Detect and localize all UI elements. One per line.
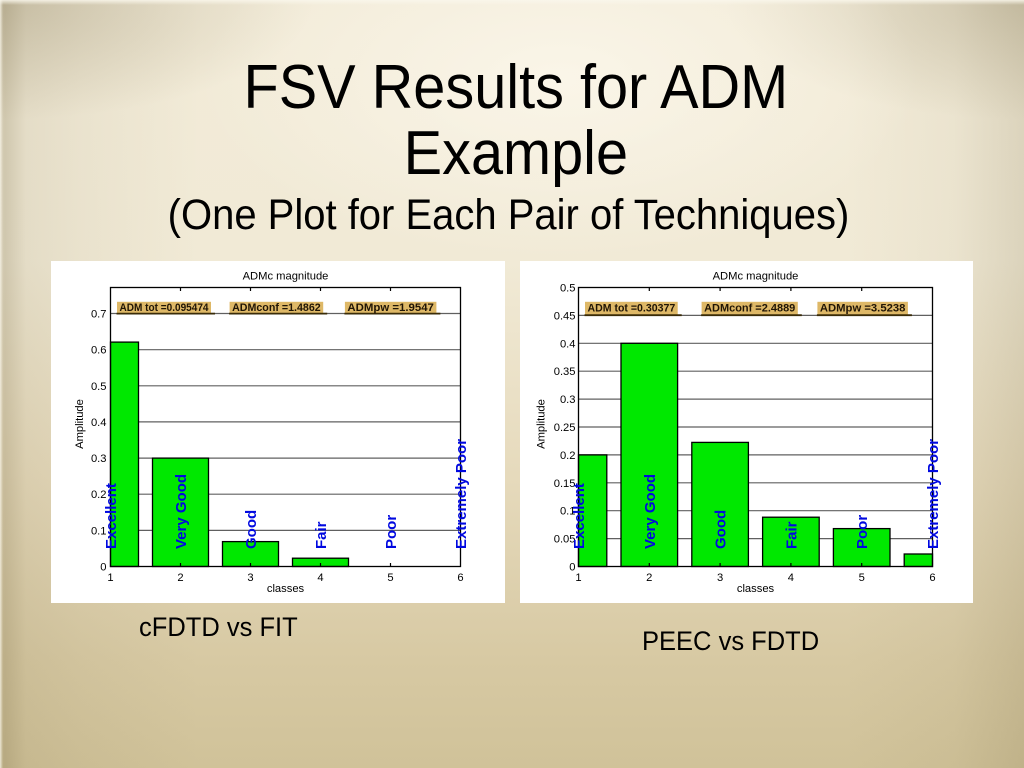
svg-text:0.45: 0.45 xyxy=(554,310,576,322)
svg-text:0.1: 0.1 xyxy=(91,525,107,537)
svg-text:Extremely Poor: Extremely Poor xyxy=(925,439,942,549)
svg-text:6: 6 xyxy=(457,572,463,584)
svg-text:Good: Good xyxy=(713,510,730,549)
svg-text:2: 2 xyxy=(177,572,183,584)
svg-text:0.5: 0.5 xyxy=(91,381,107,393)
svg-text:1: 1 xyxy=(107,572,113,584)
svg-text:1: 1 xyxy=(575,572,581,584)
svg-text:classes: classes xyxy=(267,583,305,595)
svg-text:Very Good: Very Good xyxy=(642,474,659,549)
svg-text:Amplitude: Amplitude xyxy=(536,399,548,449)
svg-text:0.6: 0.6 xyxy=(91,345,107,357)
svg-text:ADM tot =0.30377: ADM tot =0.30377 xyxy=(588,303,676,315)
svg-text:4: 4 xyxy=(788,572,794,584)
svg-text:Extremely Poor: Extremely Poor xyxy=(453,439,470,549)
svg-text:Fair: Fair xyxy=(783,521,800,549)
svg-text:ADMpw =3.5238: ADMpw =3.5238 xyxy=(820,303,906,315)
svg-text:0.25: 0.25 xyxy=(554,422,576,434)
svg-text:0: 0 xyxy=(569,562,575,574)
svg-text:Excellent: Excellent xyxy=(571,483,588,549)
svg-text:Good: Good xyxy=(243,510,260,549)
svg-text:0.5: 0.5 xyxy=(560,283,576,295)
svg-text:0: 0 xyxy=(100,562,106,574)
svg-text:ADMpw =1.9547: ADMpw =1.9547 xyxy=(347,302,434,314)
svg-text:3: 3 xyxy=(717,572,723,584)
svg-text:3: 3 xyxy=(247,572,253,584)
svg-text:5: 5 xyxy=(387,572,393,584)
svg-text:classes: classes xyxy=(737,583,775,595)
svg-text:0.35: 0.35 xyxy=(554,366,576,378)
svg-text:Excellent: Excellent xyxy=(103,483,120,549)
svg-text:0.1: 0.1 xyxy=(560,506,576,518)
svg-text:Poor: Poor xyxy=(383,515,400,549)
svg-text:0.4: 0.4 xyxy=(91,417,107,429)
svg-text:Poor: Poor xyxy=(854,515,871,549)
svg-text:0.7: 0.7 xyxy=(91,309,107,321)
svg-text:0.4: 0.4 xyxy=(560,338,576,350)
svg-text:ADMc magnitude: ADMc magnitude xyxy=(243,271,329,283)
svg-text:0.2: 0.2 xyxy=(91,489,107,501)
svg-text:Very Good: Very Good xyxy=(173,474,190,549)
svg-text:0.3: 0.3 xyxy=(91,453,107,465)
svg-text:4: 4 xyxy=(317,572,323,584)
svg-text:Amplitude: Amplitude xyxy=(74,399,86,449)
svg-text:ADMconf =1.4862: ADMconf =1.4862 xyxy=(232,302,321,314)
svg-text:5: 5 xyxy=(859,572,865,584)
svg-text:ADM tot =0.095474: ADM tot =0.095474 xyxy=(120,302,210,314)
svg-text:Fair: Fair xyxy=(313,521,330,549)
svg-text:0.2: 0.2 xyxy=(560,450,576,462)
svg-text:6: 6 xyxy=(929,572,935,584)
svg-text:0.05: 0.05 xyxy=(554,534,576,546)
svg-text:ADMc magnitude: ADMc magnitude xyxy=(713,271,799,283)
svg-text:2: 2 xyxy=(646,572,652,584)
svg-text:ADMconf =2.4889: ADMconf =2.4889 xyxy=(704,303,795,315)
svg-text:0.15: 0.15 xyxy=(554,478,576,490)
svg-text:0.3: 0.3 xyxy=(560,394,576,406)
